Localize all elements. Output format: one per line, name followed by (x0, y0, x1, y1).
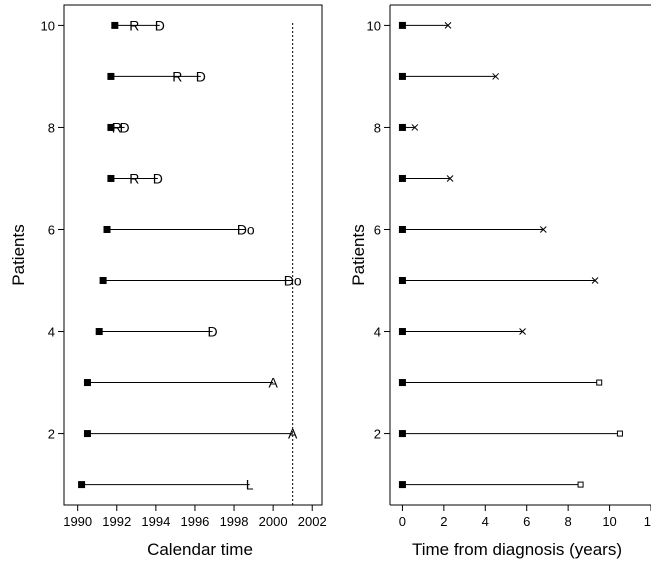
start-marker (398, 379, 406, 387)
event-label: D (207, 324, 217, 340)
event-label: D (153, 170, 163, 186)
left-y-axis-title: Patients (9, 224, 28, 285)
event-cross-marker (539, 226, 547, 233)
event-cross-marker (519, 328, 526, 335)
y-tick-label: 8 (374, 120, 381, 135)
x-tick-label: 2002 (298, 514, 327, 529)
calendar-time-panel: 2 4 6 8 10 1990 1992 1994 1996 1998 2000 2002 L A A D… (9, 4, 327, 559)
censored-marker (616, 430, 623, 437)
y-tick-label: 6 (48, 222, 55, 237)
start-marker (398, 481, 406, 489)
right-x-axis: 0 2 4 6 8 10 12 (399, 505, 651, 529)
start-marker (83, 379, 91, 387)
x-tick-label: 2000 (259, 514, 288, 529)
start-marker (107, 174, 115, 182)
start-marker (398, 72, 406, 80)
event-cross-marker (446, 175, 454, 182)
left-x-axis: 1990 1992 1994 1996 1998 2000 2002 (63, 505, 327, 529)
start-marker (107, 72, 115, 80)
event-label: D (155, 17, 165, 33)
x-tick-label: 4 (482, 514, 489, 529)
y-tick-label: 2 (374, 427, 381, 442)
x-tick-label: 8 (565, 514, 572, 529)
x-tick-label: 2 (440, 514, 447, 529)
start-marker (107, 123, 115, 131)
start-marker (398, 174, 406, 182)
event-label: R (129, 17, 139, 33)
left-y-axis: 2 4 6 8 10 (41, 18, 64, 442)
event-label: L (246, 477, 254, 493)
event-label: Do (284, 273, 302, 289)
x-tick-label: 0 (399, 514, 406, 529)
start-marker (398, 21, 406, 29)
x-tick-label: 12 (644, 514, 651, 529)
x-tick-label: 1992 (102, 514, 131, 529)
y-tick-label: 10 (367, 18, 381, 33)
start-marker (398, 328, 406, 336)
x-tick-label: 1996 (180, 514, 209, 529)
left-x-axis-title: Calendar time (147, 540, 253, 559)
start-marker (99, 277, 107, 285)
event-label: A (288, 426, 298, 442)
censored-marker (577, 481, 584, 488)
y-tick-label: 4 (48, 325, 55, 340)
y-tick-label: 8 (48, 120, 55, 135)
right-x-axis-title: Time from diagnosis (years) (412, 540, 622, 559)
event-label: R (129, 170, 139, 186)
start-marker (111, 21, 119, 29)
start-marker (78, 481, 86, 489)
start-marker (398, 123, 406, 131)
x-tick-label: 1990 (63, 514, 92, 529)
y-tick-label: 6 (374, 222, 381, 237)
event-label: A (268, 375, 278, 391)
right-y-axis-title: Patients (349, 224, 368, 285)
start-marker (398, 225, 406, 233)
event-cross-marker (591, 277, 599, 284)
left-plot-frame (63, 4, 323, 506)
event-cross-marker (492, 73, 499, 80)
start-marker (398, 430, 406, 438)
event-cross-marker (411, 124, 419, 131)
start-marker (95, 328, 103, 336)
right-y-axis: 2 4 6 8 10 (367, 18, 390, 442)
event-label: D (120, 119, 130, 135)
x-tick-label: 1998 (220, 514, 249, 529)
start-marker (398, 277, 406, 285)
event-label: Do (237, 221, 255, 237)
censored-marker (596, 379, 603, 386)
x-tick-label: 10 (602, 514, 616, 529)
x-tick-label: 6 (523, 514, 530, 529)
event-label: R (172, 68, 182, 84)
event-label: D (196, 68, 206, 84)
y-tick-label: 10 (41, 18, 55, 33)
event-cross-marker (444, 22, 452, 29)
event-label: R (112, 119, 122, 135)
y-tick-label: 2 (48, 427, 55, 442)
y-tick-label: 4 (374, 325, 381, 340)
start-marker (83, 430, 91, 438)
x-tick-label: 1994 (141, 514, 170, 529)
right-patient-timelines (398, 21, 623, 489)
time-from-diagnosis-panel: 2 4 6 8 10 0 2 4 6 8 10 12 Time from diagnosis (ye… (349, 4, 651, 559)
start-marker (103, 225, 111, 233)
